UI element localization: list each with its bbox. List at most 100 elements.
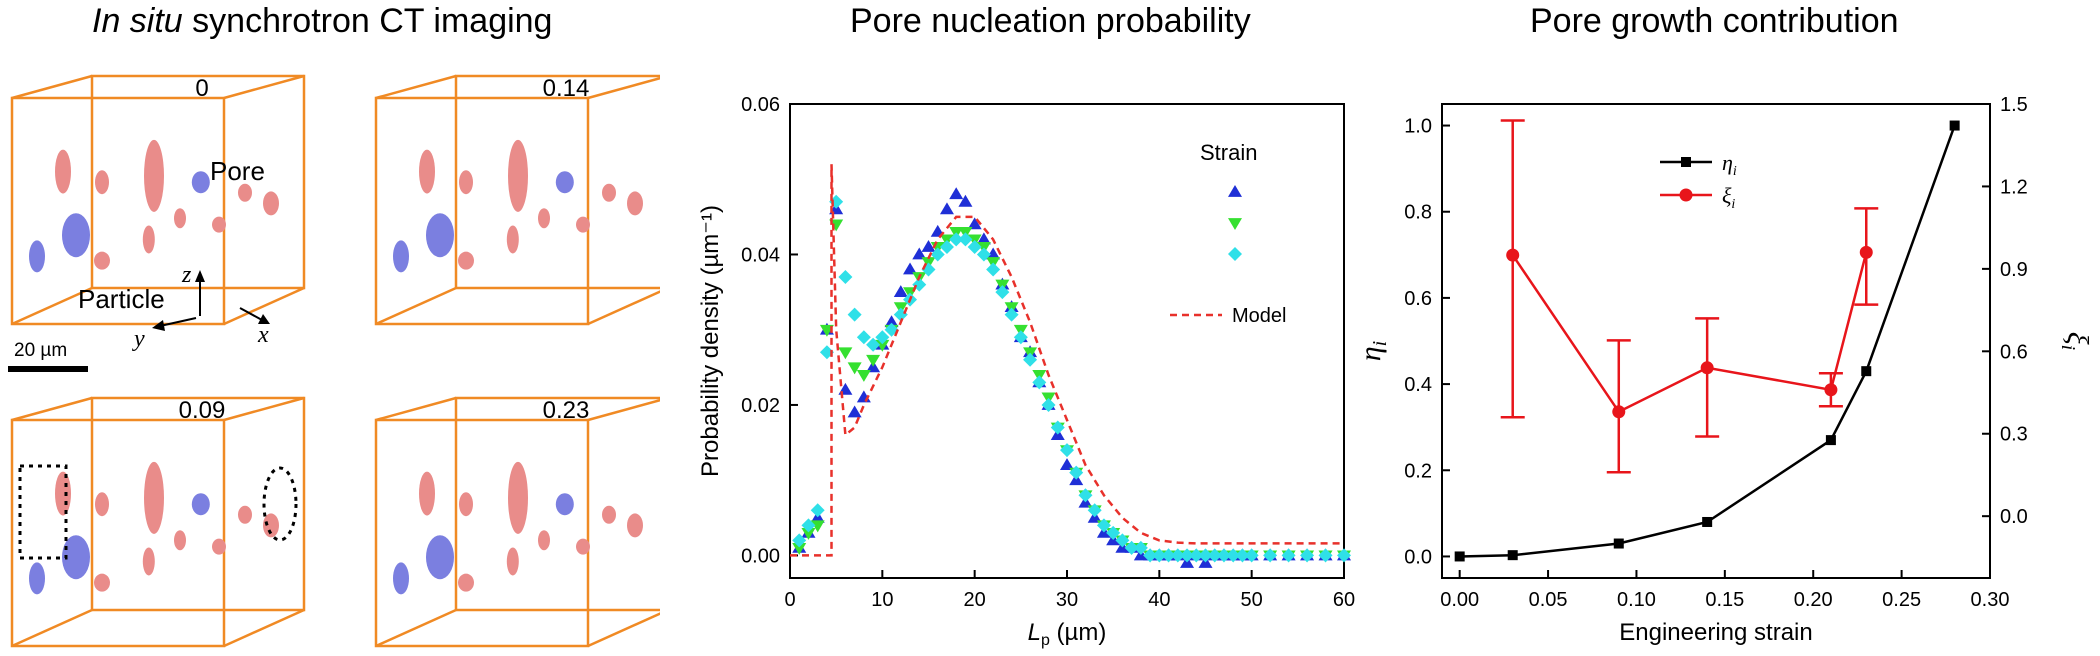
- data-point: [930, 224, 945, 237]
- data-point: [1087, 503, 1102, 518]
- data-point: [1207, 548, 1222, 561]
- data-point: [1124, 540, 1139, 555]
- data-point: [1143, 550, 1158, 563]
- data-point: [1004, 307, 1019, 322]
- pore-blob: [508, 139, 528, 212]
- data-point: [1226, 550, 1241, 563]
- ct-box: 0: [10, 74, 306, 326]
- pore-blob: [142, 225, 155, 254]
- pore-blob: [144, 139, 164, 212]
- xi-line: [1511, 252, 1868, 414]
- data-point: [1198, 550, 1213, 563]
- data-point: [912, 272, 927, 285]
- data-point: [1337, 548, 1351, 561]
- data-point: [1133, 543, 1148, 555]
- data-point: [819, 322, 834, 335]
- pore-blob: [212, 538, 226, 555]
- data-point: [1013, 324, 1028, 337]
- data-point: [967, 217, 982, 230]
- y-tick-label: 0.02: [741, 395, 780, 417]
- x-tick-label: 0.25: [1882, 589, 1921, 611]
- pore-blob: [602, 183, 616, 202]
- legend-label: ξi: [1722, 183, 1735, 212]
- ct-box-edge: [375, 608, 457, 648]
- data-point: [986, 257, 1001, 269]
- ct-box-back: [90, 396, 306, 612]
- legend-marker: [1679, 188, 1693, 202]
- data-point: [1032, 369, 1047, 382]
- ct-boxes: 0 0.14 0.09 0.23: [10, 74, 660, 648]
- ct-box: 0.23: [374, 396, 660, 648]
- data-point: [1170, 550, 1185, 563]
- data-point: [1106, 525, 1121, 540]
- coordinate-axes: z y x: [132, 262, 270, 352]
- pore-blob: [508, 461, 528, 534]
- data-point: [1161, 550, 1176, 563]
- data-point: [847, 307, 862, 322]
- data-point: [995, 277, 1010, 290]
- data-point: [930, 247, 945, 262]
- ct-box-edge: [375, 396, 457, 422]
- xi-point: [1612, 405, 1626, 419]
- z-axis-label: z: [181, 262, 192, 288]
- data-point: [1069, 467, 1084, 480]
- data-point: [819, 345, 834, 360]
- pore-blob: [95, 492, 109, 517]
- data-point: [949, 232, 964, 247]
- data-point: [986, 247, 1001, 260]
- highlight-ellipse: [262, 466, 298, 542]
- data-point: [1226, 548, 1241, 561]
- data-point: [1124, 540, 1139, 553]
- data-point: [1060, 458, 1074, 471]
- scale-bar-line: [8, 366, 88, 372]
- data-point: [1115, 535, 1130, 548]
- x-axis-label: x: [257, 322, 269, 348]
- data-point: [1078, 495, 1093, 508]
- pore-blob: [212, 216, 226, 233]
- data-point: [1300, 548, 1315, 563]
- x-tick-label: 0.00: [1440, 589, 1479, 611]
- particle-blob: [29, 240, 45, 273]
- data-point: [1180, 550, 1195, 563]
- data-point: [1281, 548, 1296, 561]
- strain-label: 0.09: [179, 397, 226, 424]
- data-point: [1041, 392, 1056, 405]
- data-point: [1161, 548, 1176, 563]
- data-point: [1133, 548, 1148, 561]
- y-tick-label: 0.00: [741, 545, 780, 567]
- x-tick-label: 0.10: [1617, 589, 1656, 611]
- x-tick-label: 20: [964, 589, 986, 611]
- data-point: [1337, 550, 1351, 563]
- z-axis-arrow: [195, 270, 205, 282]
- data-point: [847, 405, 862, 418]
- data-point: [976, 232, 991, 245]
- data-point: [1023, 352, 1038, 367]
- data-point: [1207, 550, 1222, 563]
- data-point: [1004, 302, 1019, 315]
- pore-label: Pore: [210, 156, 265, 186]
- xi-point: [1700, 361, 1714, 375]
- data-point: [958, 194, 973, 207]
- pore-blob: [94, 573, 110, 592]
- data-point: [819, 324, 834, 337]
- data-point: [1318, 548, 1333, 563]
- pore-blob: [506, 225, 519, 254]
- data-point: [1087, 510, 1102, 523]
- data-point: [1096, 520, 1111, 533]
- ct-box-edge: [11, 396, 93, 422]
- data-point: [1263, 550, 1278, 563]
- ct-box-edge: [11, 74, 93, 100]
- ct-box-back: [454, 396, 660, 612]
- data-point: [921, 262, 936, 277]
- data-point: [949, 187, 964, 200]
- data-point: [1013, 330, 1028, 343]
- pore-blob: [538, 530, 550, 551]
- data-point: [884, 322, 899, 337]
- data-point: [995, 279, 1010, 292]
- data-point: [884, 324, 899, 337]
- pore-blob: [602, 505, 616, 524]
- eta-point: [1861, 366, 1872, 377]
- legend-marker: [1228, 218, 1242, 230]
- series-1: [792, 219, 1351, 563]
- data-point: [1152, 550, 1167, 563]
